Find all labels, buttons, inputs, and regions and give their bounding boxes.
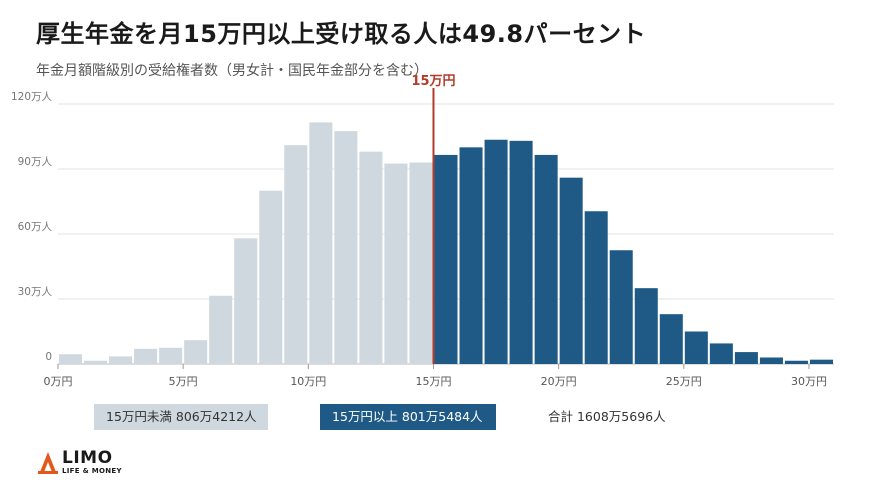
x-tick-label: 5万円 <box>169 375 198 388</box>
y-tick-label: 120万人 <box>11 91 53 103</box>
bar <box>209 295 233 364</box>
bar <box>634 288 658 364</box>
y-tick-label: 30万人 <box>18 286 53 298</box>
limo-logo-icon <box>38 452 58 474</box>
bar <box>234 238 258 364</box>
bar <box>59 354 83 364</box>
threshold-marker: 15万円 <box>411 74 456 364</box>
bar <box>184 340 208 364</box>
y-axis-ticks: 0 30万人 60万人 90万人 120万人 <box>11 91 53 363</box>
bar <box>309 122 333 365</box>
x-tick-label: 25万円 <box>666 375 702 388</box>
bar <box>359 151 383 364</box>
bar <box>409 162 433 364</box>
bar <box>509 140 533 364</box>
legend-over-15: 15万円以上 801万5484人 <box>320 404 496 430</box>
bar <box>159 347 183 364</box>
bar <box>134 348 158 364</box>
bar <box>734 352 758 364</box>
bar <box>684 331 708 364</box>
chart-subtitle: 年金月額階級別の受給権者数（男女計・国民年金部分を含む） <box>36 63 428 79</box>
bars <box>59 122 833 365</box>
x-tick-label: 20万円 <box>541 375 577 388</box>
x-tick-label: 0万円 <box>44 375 73 388</box>
bar <box>109 356 133 364</box>
bar <box>709 343 733 364</box>
limo-logo: LIMO LIFE & MONEY <box>38 448 158 478</box>
y-tick-label: 90万人 <box>18 156 53 168</box>
bar <box>334 131 358 364</box>
bar <box>284 145 308 364</box>
y-tick-label: 60万人 <box>18 221 53 233</box>
bar <box>534 154 558 364</box>
logo-name: LIMO <box>62 448 113 468</box>
bar <box>459 147 483 364</box>
x-tick-label: 30万円 <box>791 375 827 388</box>
bar <box>384 163 408 364</box>
bar <box>559 177 583 364</box>
chart-title: 厚生年金を月15万円以上受け取る人は49.8パーセント <box>36 20 647 48</box>
x-tick-label: 15万円 <box>415 375 451 388</box>
bar <box>659 314 683 364</box>
y-tick-label: 0 <box>45 351 52 363</box>
legend-total: 合計 1608万5696人 <box>548 409 666 424</box>
bar <box>484 139 508 364</box>
bar <box>609 250 633 364</box>
bar <box>84 360 108 364</box>
bar <box>584 211 608 364</box>
bar <box>809 359 833 364</box>
bar <box>759 357 783 364</box>
threshold-label: 15万円 <box>411 74 455 89</box>
logo-tagline: LIFE & MONEY <box>62 467 122 475</box>
bar <box>784 360 808 364</box>
bar <box>434 154 458 364</box>
bar <box>259 190 283 364</box>
x-axis-ticks: 0万円 5万円 10万円 15万円 20万円 25万円 30万円 <box>44 364 827 388</box>
x-tick-label: 10万円 <box>290 375 326 388</box>
legend-under-15: 15万円未満 806万4212人 <box>94 404 268 430</box>
